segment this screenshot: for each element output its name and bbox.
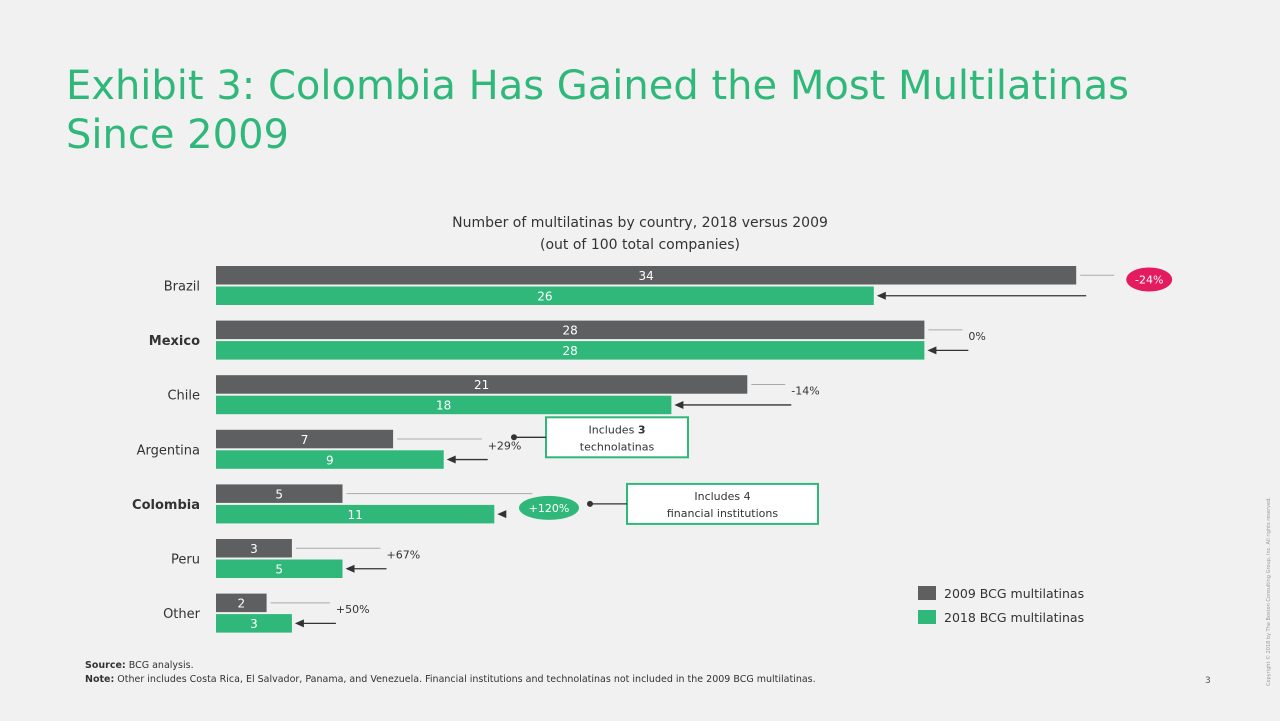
change-arrowhead-other xyxy=(294,619,304,628)
legend-label-2018: 2018 BCG multilatinas xyxy=(944,610,1084,625)
callout-text-line1-colombia: Includes 4 xyxy=(694,490,750,503)
value-label-2018-mexico: 28 xyxy=(563,344,578,358)
page-number: 3 xyxy=(1205,676,1211,686)
bar-2018-brazil xyxy=(216,286,874,305)
source-line: Source: BCG analysis. xyxy=(85,660,194,671)
value-label-2018-peru: 5 xyxy=(275,563,283,577)
bar-2018-chile xyxy=(216,395,672,415)
value-label-2009-peru: 3 xyxy=(250,542,258,556)
value-label-2009-chile: 21 xyxy=(474,378,489,392)
category-label-chile: Chile xyxy=(167,389,200,404)
bar-2018-colombia xyxy=(216,504,495,524)
change-arrowhead-peru xyxy=(345,564,355,573)
change-arrowhead-brazil xyxy=(876,291,886,300)
chart-subtitle: (out of 100 total companies) xyxy=(540,237,740,253)
bar-2018-argentina xyxy=(216,450,444,469)
value-label-2009-argentina: 7 xyxy=(301,433,309,447)
callout-box-argentina xyxy=(545,416,689,459)
bar-2018-peru xyxy=(216,559,343,578)
value-label-2009-other: 2 xyxy=(237,597,245,611)
category-label-brazil: Brazil xyxy=(164,280,200,295)
callout-dot-argentina xyxy=(511,434,517,441)
bar-2009-brazil xyxy=(216,266,1077,285)
bar-2009-chile xyxy=(216,375,748,394)
value-label-2009-brazil: 34 xyxy=(638,269,653,283)
category-label-peru: Peru xyxy=(171,553,200,568)
copyright-notice: Copyright © 2018 by The Boston Consultin… xyxy=(1266,497,1272,686)
value-label-2018-argentina: 9 xyxy=(326,453,334,467)
page-title: Exhibit 3: Colombia Has Gained the Most … xyxy=(66,63,1129,158)
category-label-other: Other xyxy=(163,607,201,622)
change-arrowhead-colombia xyxy=(497,510,507,519)
value-label-2018-other: 3 xyxy=(250,617,258,631)
category-label-argentina: Argentina xyxy=(137,443,200,458)
bar-2009-colombia xyxy=(216,484,343,503)
bar-2018-mexico xyxy=(216,341,925,360)
bar-2009-other xyxy=(216,593,267,613)
change-badge-brazil xyxy=(1126,267,1173,292)
change-label-brazil: -24% xyxy=(1135,274,1163,287)
change-arrowhead-argentina xyxy=(446,455,456,464)
legend-swatch-2018 xyxy=(918,610,936,624)
callout-box-colombia xyxy=(626,482,819,525)
value-label-2018-brazil: 26 xyxy=(537,290,552,304)
callout-text-line2-argentina: technolatinas xyxy=(580,440,655,453)
bar-chart: Number of multilatinas by country, 2018 … xyxy=(132,215,1173,633)
bar-2009-peru xyxy=(216,539,292,558)
bar-2009-mexico xyxy=(216,320,925,340)
change-label-colombia: +120% xyxy=(529,502,570,515)
change-label-chile: -14% xyxy=(791,385,819,398)
footnotes: Source: BCG analysis. Note: Other includ… xyxy=(85,659,816,687)
category-label-mexico: Mexico xyxy=(149,334,200,349)
change-arrowhead-chile xyxy=(674,400,684,409)
change-label-argentina: +29% xyxy=(488,439,522,452)
change-arrowhead-mexico xyxy=(927,346,937,355)
change-label-peru: +67% xyxy=(387,549,421,562)
chart-title: Number of multilatinas by country, 2018 … xyxy=(452,215,828,231)
callout-text-line1-argentina: Includes 3 xyxy=(589,423,646,436)
bar-2009-argentina xyxy=(216,429,394,449)
value-label-2018-colombia: 11 xyxy=(348,508,363,522)
value-label-2009-mexico: 28 xyxy=(563,324,578,338)
bar-2018-other xyxy=(216,614,292,633)
change-badge-colombia xyxy=(519,495,579,520)
value-label-2009-colombia: 5 xyxy=(275,487,283,501)
change-label-other: +50% xyxy=(336,603,370,616)
callout-text-line2-colombia: financial institutions xyxy=(667,507,778,520)
note-line: Note: Other includes Costa Rica, El Salv… xyxy=(85,674,816,685)
legend-label-2009: 2009 BCG multilatinas xyxy=(944,586,1084,601)
value-label-2018-chile: 18 xyxy=(436,399,451,413)
callout-dot-colombia xyxy=(587,500,593,507)
category-label-colombia: Colombia xyxy=(132,498,200,513)
legend-swatch-2009 xyxy=(918,586,936,600)
change-label-mexico: 0% xyxy=(968,330,985,343)
